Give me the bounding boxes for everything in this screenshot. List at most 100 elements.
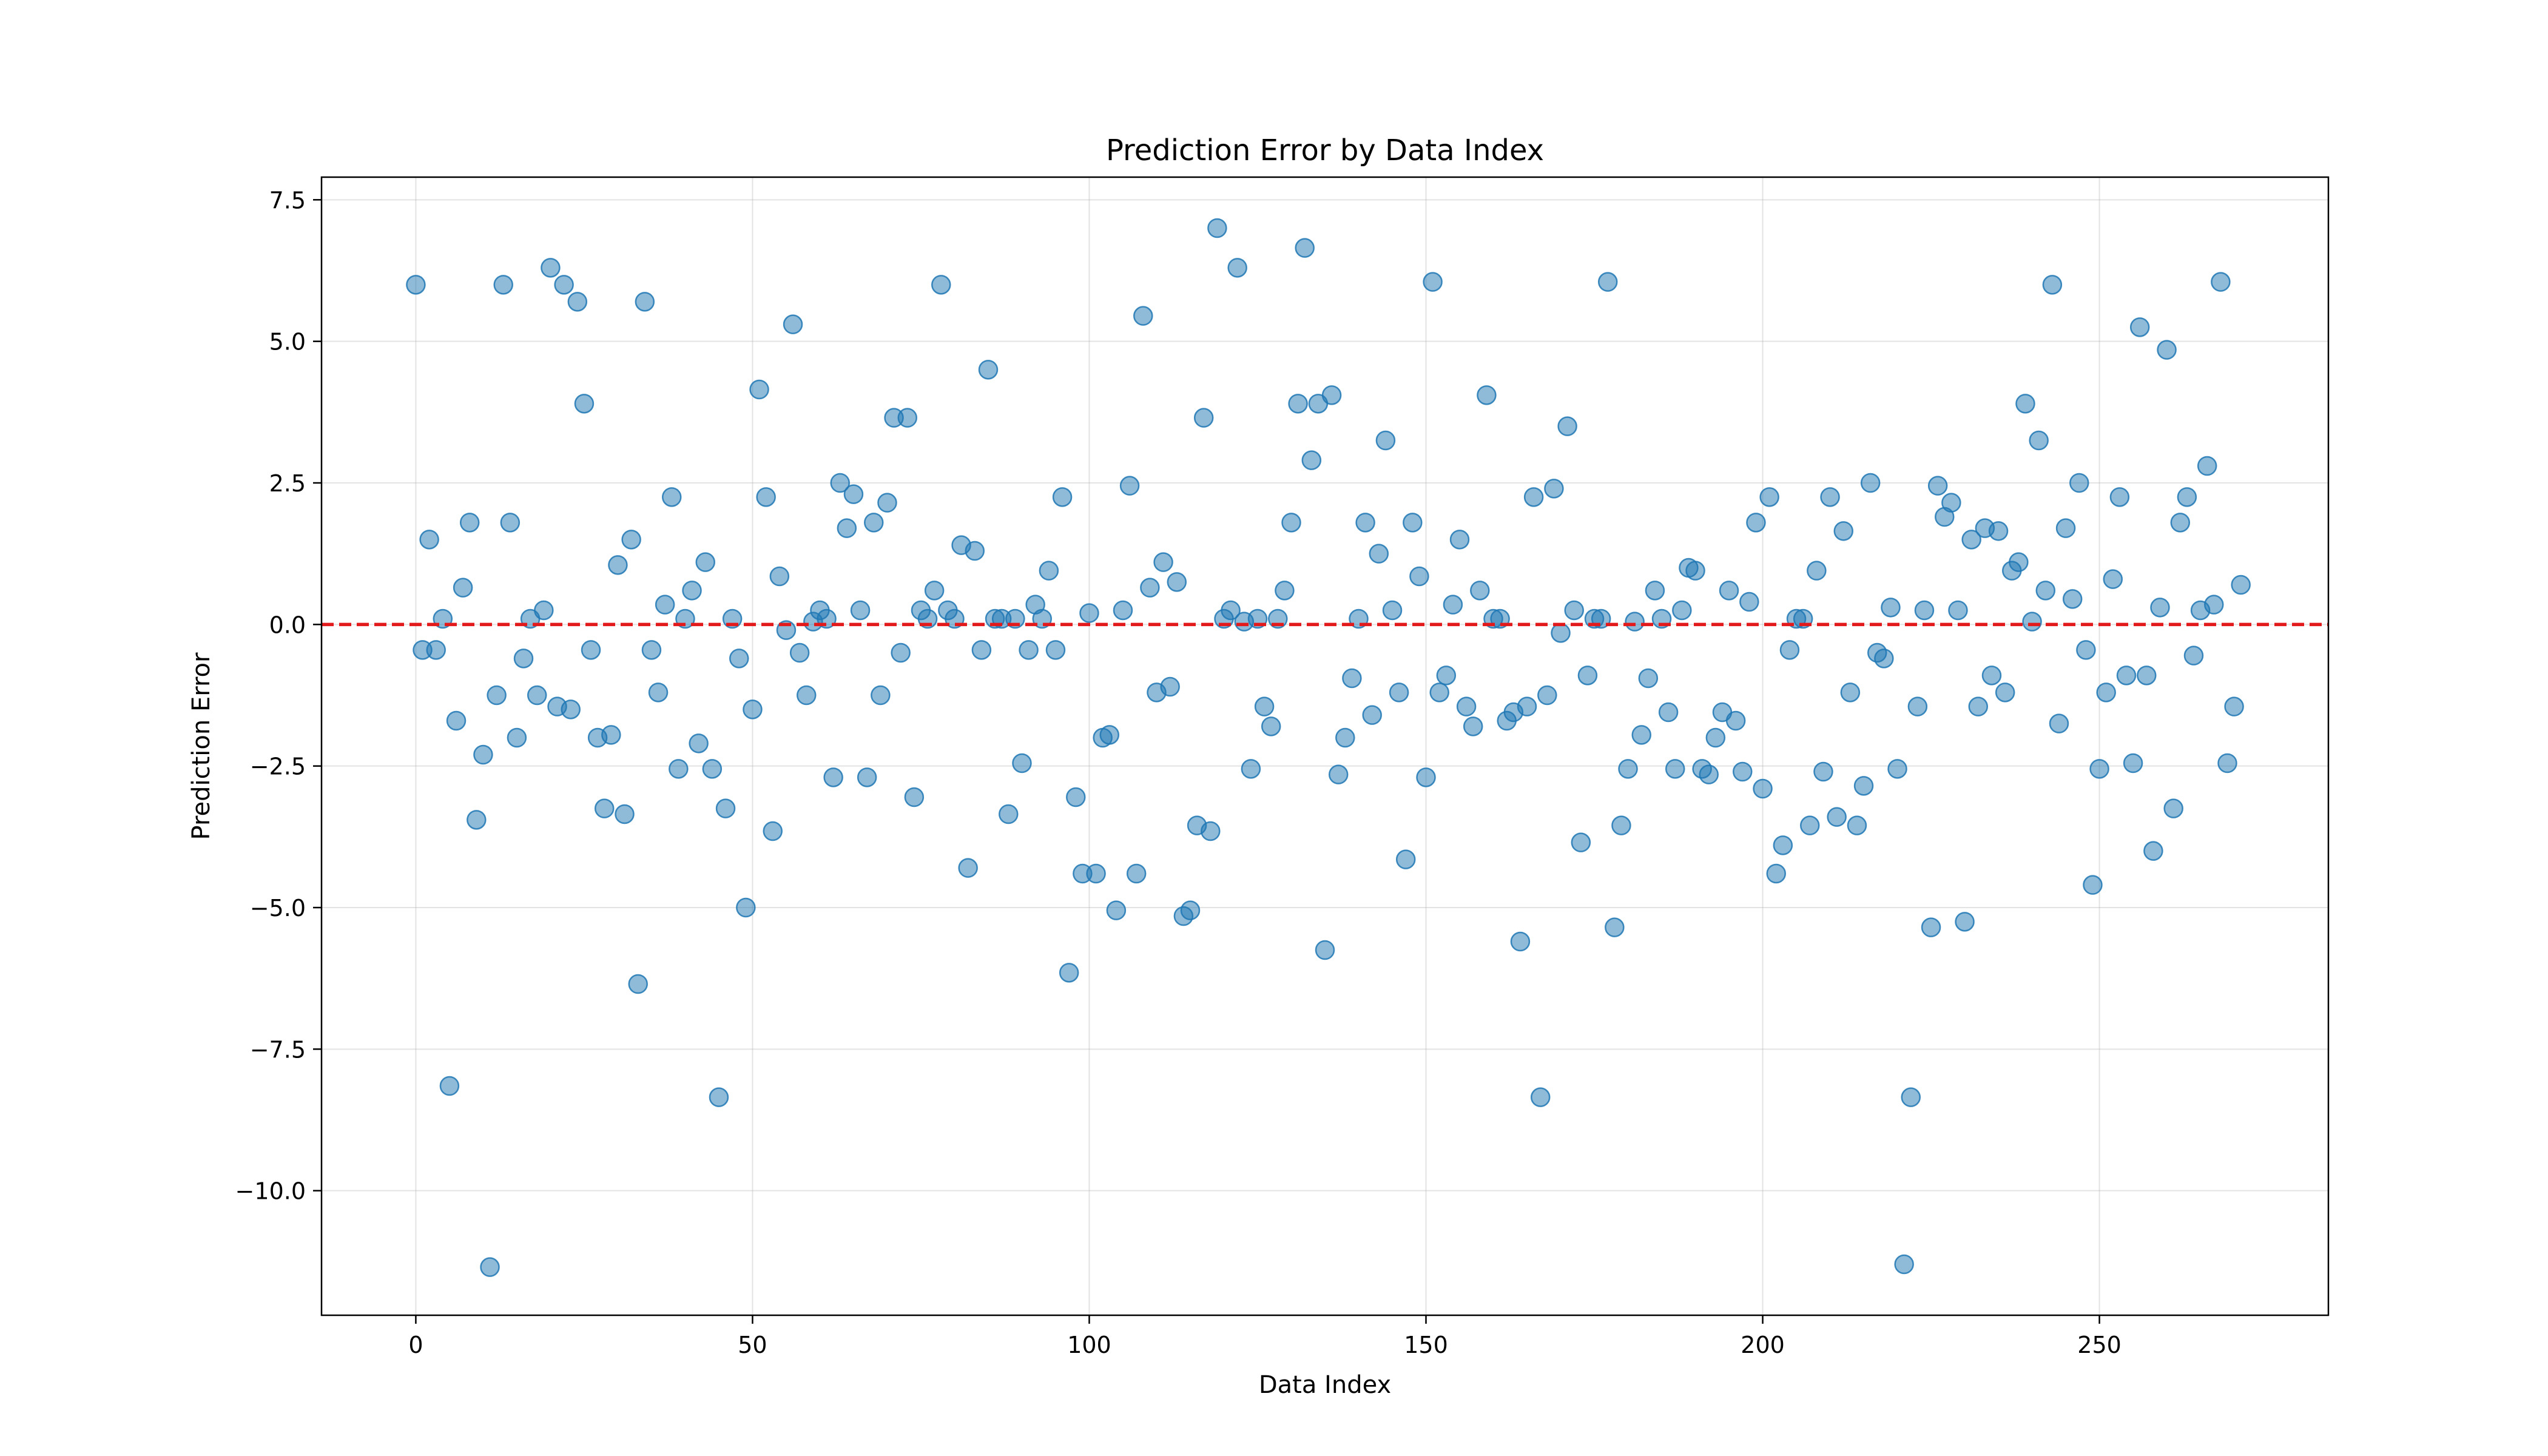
data-point xyxy=(1443,595,1463,615)
y-tick-label: −5.0 xyxy=(250,895,306,922)
data-point xyxy=(467,810,487,830)
data-point xyxy=(2015,394,2035,414)
data-points xyxy=(406,218,2251,1277)
data-point xyxy=(1995,682,2015,703)
data-point xyxy=(1611,815,1631,835)
y-axis-label: Prediction Error xyxy=(187,652,215,840)
data-point xyxy=(2009,552,2029,572)
data-point xyxy=(1389,682,1409,703)
data-point xyxy=(1625,612,1645,632)
data-point xyxy=(554,275,574,295)
data-point xyxy=(2197,456,2217,476)
x-tick-label: 100 xyxy=(1067,1332,1111,1358)
data-point xyxy=(1463,716,1483,736)
x-axis-ticks: 0 50 100 150 200 250 xyxy=(408,1315,2122,1358)
data-point xyxy=(1961,530,1981,550)
data-point xyxy=(2055,518,2076,538)
data-point xyxy=(1827,807,1847,827)
data-point xyxy=(1362,705,1382,725)
y-tick-label: 2.5 xyxy=(269,470,306,497)
data-point xyxy=(1106,900,1127,920)
data-point xyxy=(473,744,493,765)
data-point xyxy=(763,821,783,841)
data-point xyxy=(615,804,635,824)
data-point xyxy=(1153,552,1173,572)
y-tick-label: 0.0 xyxy=(269,612,306,638)
data-point xyxy=(1631,725,1651,745)
data-point xyxy=(574,394,595,414)
data-point xyxy=(1403,513,1423,533)
data-point xyxy=(2022,612,2042,632)
data-point xyxy=(628,974,648,994)
data-point xyxy=(999,804,1019,824)
data-point xyxy=(1955,912,1975,932)
data-point xyxy=(1773,835,1793,855)
data-point xyxy=(1557,416,1577,436)
data-point xyxy=(891,642,911,663)
data-point xyxy=(709,1087,729,1107)
data-point xyxy=(1597,272,1618,292)
data-point xyxy=(749,379,769,400)
plot-frame xyxy=(320,176,2330,1316)
data-point xyxy=(1523,487,1544,507)
data-point xyxy=(769,566,790,587)
data-point xyxy=(459,513,480,533)
data-point xyxy=(2157,340,2177,360)
data-point xyxy=(2103,569,2123,589)
data-point xyxy=(500,513,521,533)
data-point xyxy=(931,275,951,295)
x-tick-label: 0 xyxy=(408,1332,423,1358)
data-point xyxy=(2109,487,2130,507)
data-point xyxy=(1342,668,1362,689)
data-point xyxy=(1564,600,1584,621)
y-tick-label: −10.0 xyxy=(235,1178,306,1205)
data-point xyxy=(965,541,985,561)
data-point xyxy=(1813,761,1833,782)
data-point xyxy=(2049,713,2069,733)
data-point xyxy=(682,581,702,601)
data-point xyxy=(1423,272,1443,292)
data-point xyxy=(1167,572,1187,592)
data-point xyxy=(2029,430,2049,451)
data-point xyxy=(1705,727,1726,748)
data-point xyxy=(2150,598,2170,618)
data-point xyxy=(1799,815,1820,835)
x-tick-label: 50 xyxy=(738,1332,767,1358)
data-point xyxy=(1537,685,1557,706)
data-point xyxy=(1241,759,1261,779)
y-axis-ticks: 7.5 5.0 2.5 0.0 −2.5 −5.0 −7.5 −10.0 xyxy=(235,187,322,1205)
data-point xyxy=(1281,513,1301,533)
data-point xyxy=(1894,1254,1914,1275)
data-point xyxy=(453,578,473,598)
data-point xyxy=(1981,666,2002,686)
data-point xyxy=(487,685,507,706)
data-point xyxy=(1544,479,1564,499)
data-point xyxy=(1948,600,1968,621)
data-point xyxy=(1160,676,1180,697)
data-point xyxy=(2143,841,2163,861)
data-point xyxy=(1672,600,1692,621)
data-point xyxy=(1530,1087,1551,1107)
data-point xyxy=(1618,759,1638,779)
data-point xyxy=(823,767,843,787)
data-point xyxy=(837,518,857,538)
data-point xyxy=(1921,917,1941,937)
data-point xyxy=(2062,589,2083,609)
data-point xyxy=(2163,798,2183,818)
data-point xyxy=(830,473,851,493)
data-point xyxy=(1180,900,1201,920)
data-point xyxy=(1477,385,1497,405)
data-point xyxy=(1119,476,1140,496)
data-point xyxy=(1665,759,1685,779)
data-point xyxy=(2170,513,2191,533)
data-point xyxy=(958,858,978,878)
data-point xyxy=(1207,218,1227,238)
data-point xyxy=(2069,473,2089,493)
data-point xyxy=(439,1076,460,1096)
data-point xyxy=(1887,759,1907,779)
data-point xyxy=(541,258,561,278)
data-point xyxy=(1429,682,1449,703)
data-point xyxy=(1725,710,1746,731)
data-point xyxy=(1113,600,1133,621)
data-point xyxy=(2096,682,2116,703)
